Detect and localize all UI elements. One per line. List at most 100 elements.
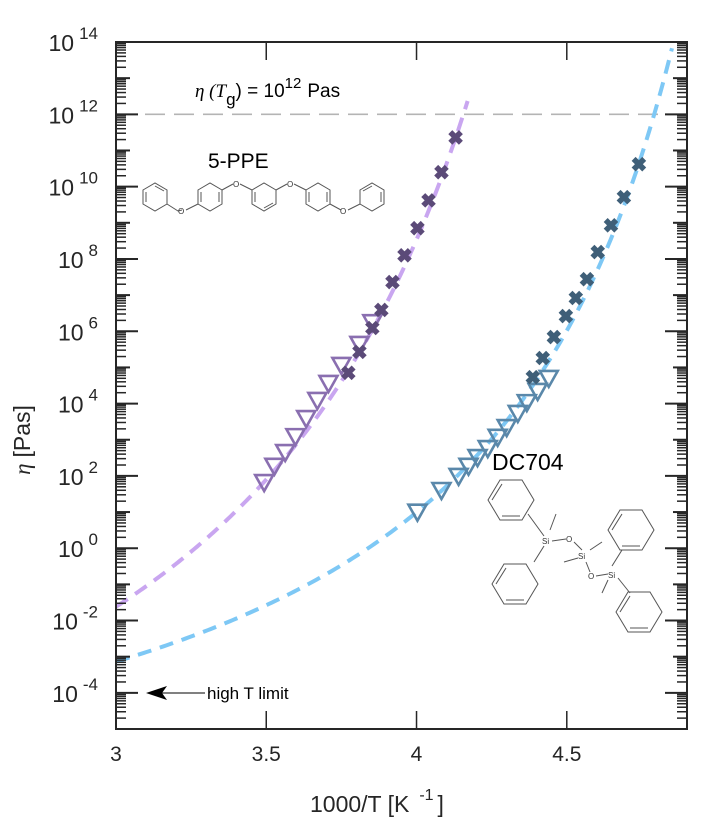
y-tick-label: 10 2 [58,458,98,490]
cross-marker [590,244,606,260]
cross-marker [421,193,436,208]
x-tick-label: 4.5 [552,743,581,766]
cross-bar-v [352,344,367,360]
cross-bar-v [590,244,606,260]
y-tick-base: 10 [58,247,84,273]
cross-marker [631,156,647,172]
triangle-marker [263,457,286,478]
tg-reference-label: η (Tg) = 1012 Pas [195,75,340,109]
cross-marker [365,320,380,336]
svg-text:Si: Si [542,537,549,546]
y-tick-base: 10 [58,464,84,490]
cross-marker [603,218,619,233]
svg-text:O: O [178,207,184,216]
x-axis-label-close: ] [438,791,444,817]
triangle-marker [466,448,489,469]
triangle-marker [317,374,340,395]
y-tick-label: 10 -4 [52,675,98,707]
cross-marker [410,220,425,236]
triangle-marker [273,443,297,464]
triangle-marker [252,473,276,494]
svg-text:Si: Si [578,552,585,561]
cross-bar-v [385,274,400,290]
cross-marker [341,365,356,381]
cross-marker [579,271,595,287]
triangle-marker [495,418,518,439]
y-tick-exponent: 14 [79,24,98,43]
tg-label-prefix: η (T [195,81,228,102]
y-tick-base: 10 [52,681,78,707]
y-tick-label: 10 14 [48,24,98,56]
x-axis-label: 1000/T [K -1] [310,787,444,817]
cross-bar-v [410,220,425,236]
cross-bar-v [546,329,562,345]
y-tick-exponent: 0 [89,530,98,549]
triangle-marker [506,404,530,425]
cross-bar-v [631,156,647,172]
y-tick-base: 10 [52,609,78,635]
y-tick-label: 10 0 [58,530,98,562]
high-t-label: high T limit [207,684,289,703]
y-tick-base: 10 [58,392,84,418]
x-tick-label: 4 [411,743,423,766]
cross-bar-v [374,302,389,318]
cross-marker [385,274,400,290]
cross-marker [434,164,449,180]
cross-bar-v [365,320,380,336]
tg-label-sub: g [226,90,235,109]
y-axis-label: η [Pas] [9,405,35,475]
svg-text:O: O [588,572,594,581]
cross-bar-v [397,248,412,263]
tg-label-mid: ) = 10 [236,81,285,102]
y-tick-exponent: 4 [89,386,98,405]
cross-marker [535,350,551,366]
cross-marker [616,189,632,205]
y-tick-label: 10 -2 [52,603,98,635]
triangle-marker [330,356,353,377]
cross-marker [448,130,463,145]
svg-text:O: O [340,207,346,216]
cross-marker [352,344,367,360]
cross-bar-v [448,130,463,145]
y-tick-label: 10 12 [48,96,98,128]
y-tick-base: 10 [58,536,84,562]
triangle-marker [537,369,560,390]
cross-bar-v [579,271,595,287]
y-tick-base: 10 [48,30,74,56]
cross-marker [374,302,389,318]
y-tick-exponent: 12 [79,96,98,115]
triangle-marker [284,427,307,448]
cross-bar-v [603,218,619,233]
cross-bar-v [525,369,541,385]
y-tick-base: 10 [58,319,84,345]
triangle-marker [486,428,509,449]
fit-curve-0 [114,100,470,609]
y-tick-exponent: 10 [79,169,98,188]
cross-bar-v [434,164,449,180]
y-tick-base: 10 [48,175,74,201]
cross-marker [397,248,412,263]
triangle-marker [515,393,539,414]
svg-text:O: O [287,180,293,189]
triangle-marker [430,481,453,502]
y-tick-label: 10 8 [58,241,98,273]
y-axis-label-symbol: η [10,464,35,475]
cross-bar-v [568,290,584,306]
svg-text:O: O [566,535,572,544]
cross-bar-v [421,193,436,208]
triangle-marker [526,382,549,403]
triangle-marker [406,503,429,524]
dc704-structure-drawing: Si O Si O Si [487,479,663,633]
ppe-structure-drawing: O O O O [142,180,385,216]
cross-bar-v [558,308,574,324]
y-tick-exponent: 2 [89,458,98,477]
y-tick-label: 10 4 [58,386,98,418]
y-tick-label: 10 10 [48,169,98,201]
x-tick-label: 3.5 [252,743,281,766]
y-tick-exponent: 8 [89,241,98,260]
ppe-name-label: 5-PPE [208,150,269,173]
x-tick-label: 3 [110,743,122,766]
y-tick-exponent: 6 [89,313,98,332]
cross-marker [525,369,541,385]
